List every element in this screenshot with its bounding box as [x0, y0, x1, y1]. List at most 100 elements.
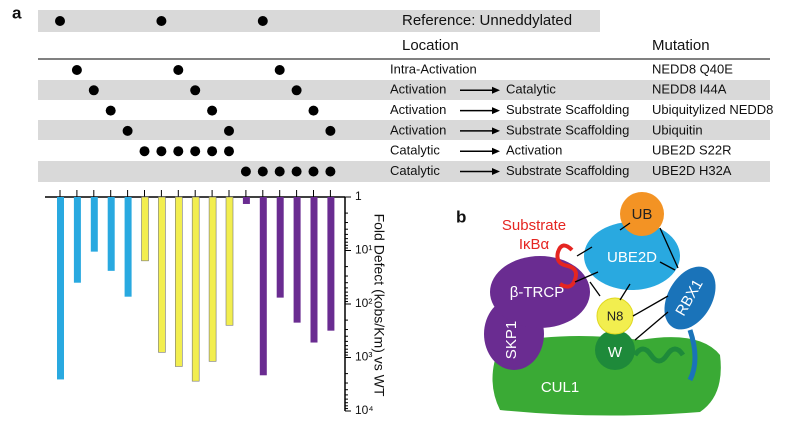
- rbx1-tail: [687, 329, 698, 382]
- arrow-head: [492, 127, 500, 135]
- substrate-shape: [555, 243, 578, 289]
- bar: [276, 197, 284, 298]
- arrow-head: [492, 86, 500, 94]
- bar: [73, 197, 81, 283]
- dot: [274, 166, 285, 177]
- bar: [259, 197, 267, 376]
- dot: [71, 65, 82, 75]
- dot: [173, 146, 184, 157]
- bar: [57, 197, 64, 380]
- dot: [325, 166, 336, 177]
- dot: [240, 166, 251, 177]
- bar: [293, 197, 301, 323]
- bar: [225, 196, 234, 326]
- dot: [291, 166, 302, 177]
- location-to: Catalytic: [506, 82, 556, 97]
- dot: [224, 146, 234, 157]
- bar: [327, 197, 335, 331]
- dot: [105, 105, 116, 116]
- diagram: [484, 192, 721, 416]
- dot: [308, 105, 319, 116]
- bar: [107, 197, 115, 271]
- header: Mutation: [652, 37, 710, 54]
- row-band: [38, 161, 770, 182]
- y-tick-label: 10²: [355, 296, 372, 310]
- bar: [124, 197, 132, 297]
- mutation: Ubiquitylized NEDD8: [652, 102, 773, 117]
- dot: [291, 85, 302, 96]
- reference-label: Reference: Unneddylated: [402, 12, 572, 29]
- arrows: [574, 222, 679, 341]
- panel-letter: b: [456, 207, 466, 226]
- row-band: [38, 80, 770, 100]
- dot: [207, 105, 218, 116]
- location-from: Catalytic: [390, 163, 440, 178]
- dot: [88, 85, 99, 96]
- arrow-head: [492, 107, 500, 115]
- dot: [190, 85, 201, 96]
- location-from: Activation: [390, 102, 446, 117]
- dot: [55, 16, 65, 26]
- cul1-label: CUL1: [541, 379, 579, 396]
- y-tick-label: 10¹: [355, 243, 372, 257]
- ube2d-label: UBE2D: [607, 249, 657, 266]
- location-to: Substrate Scaffolding: [506, 163, 629, 178]
- dot: [207, 146, 218, 157]
- y-axis-title: Fold Defect (kobs/Km) vs WT: [371, 214, 387, 397]
- mutation: Ubiquitin: [652, 122, 703, 137]
- dot: [224, 125, 234, 136]
- panel-letter: a: [12, 3, 22, 22]
- layout: [38, 10, 770, 182]
- substrate-label: Substrate: [502, 217, 566, 234]
- dot: [274, 65, 285, 75]
- arrow-head: [492, 147, 500, 155]
- dot: [122, 125, 133, 136]
- bar: [191, 196, 200, 382]
- dot: [173, 65, 184, 75]
- mutation: NEDD8 I44A: [652, 82, 727, 97]
- location-to: Substrate Scaffolding: [506, 102, 629, 117]
- y-tick-label: 10³: [355, 350, 372, 364]
- linker: [632, 346, 686, 364]
- header: Location: [402, 37, 459, 54]
- substrate-name: IκBα: [519, 236, 550, 253]
- dot: [156, 146, 167, 157]
- reference-band: [38, 10, 600, 32]
- location-from: Catalytic: [390, 143, 440, 158]
- rbx1-shape: [664, 266, 716, 330]
- location: Intra-Activation: [390, 61, 477, 76]
- skp1-label: SKP1: [503, 321, 520, 359]
- location-to: Substrate Scaffolding: [506, 122, 629, 137]
- mutation: UBE2D S22R: [652, 143, 731, 158]
- mutation: NEDD8 Q40E: [652, 61, 733, 76]
- bar: [141, 196, 149, 262]
- location-from: Activation: [390, 82, 446, 97]
- bar: [158, 196, 166, 353]
- btrcp-shape: [490, 256, 590, 328]
- bar: [310, 197, 318, 343]
- ub-shape: [620, 192, 664, 236]
- row-band: [38, 120, 770, 140]
- dot: [308, 166, 319, 177]
- bar: [90, 197, 98, 252]
- bar: [175, 196, 183, 367]
- y-tick-label: 10⁴: [355, 403, 374, 417]
- dot: [257, 16, 268, 26]
- n8-label: N8: [607, 308, 624, 323]
- dot: [190, 146, 201, 157]
- ube2d-shape: [584, 222, 680, 290]
- dot: [325, 125, 336, 136]
- mutation: UBE2D H32A: [652, 163, 732, 178]
- dot: [156, 16, 167, 26]
- location-from: Activation: [390, 122, 446, 137]
- ub-label: UB: [632, 206, 653, 223]
- dot: [257, 166, 268, 177]
- y-tick-label: 1: [355, 189, 362, 203]
- bar: [242, 197, 250, 204]
- arrow-head: [492, 168, 500, 175]
- bar: [208, 196, 217, 362]
- location-to: Activation: [506, 143, 562, 158]
- w-label: W: [608, 344, 623, 361]
- w-shape: [595, 330, 635, 370]
